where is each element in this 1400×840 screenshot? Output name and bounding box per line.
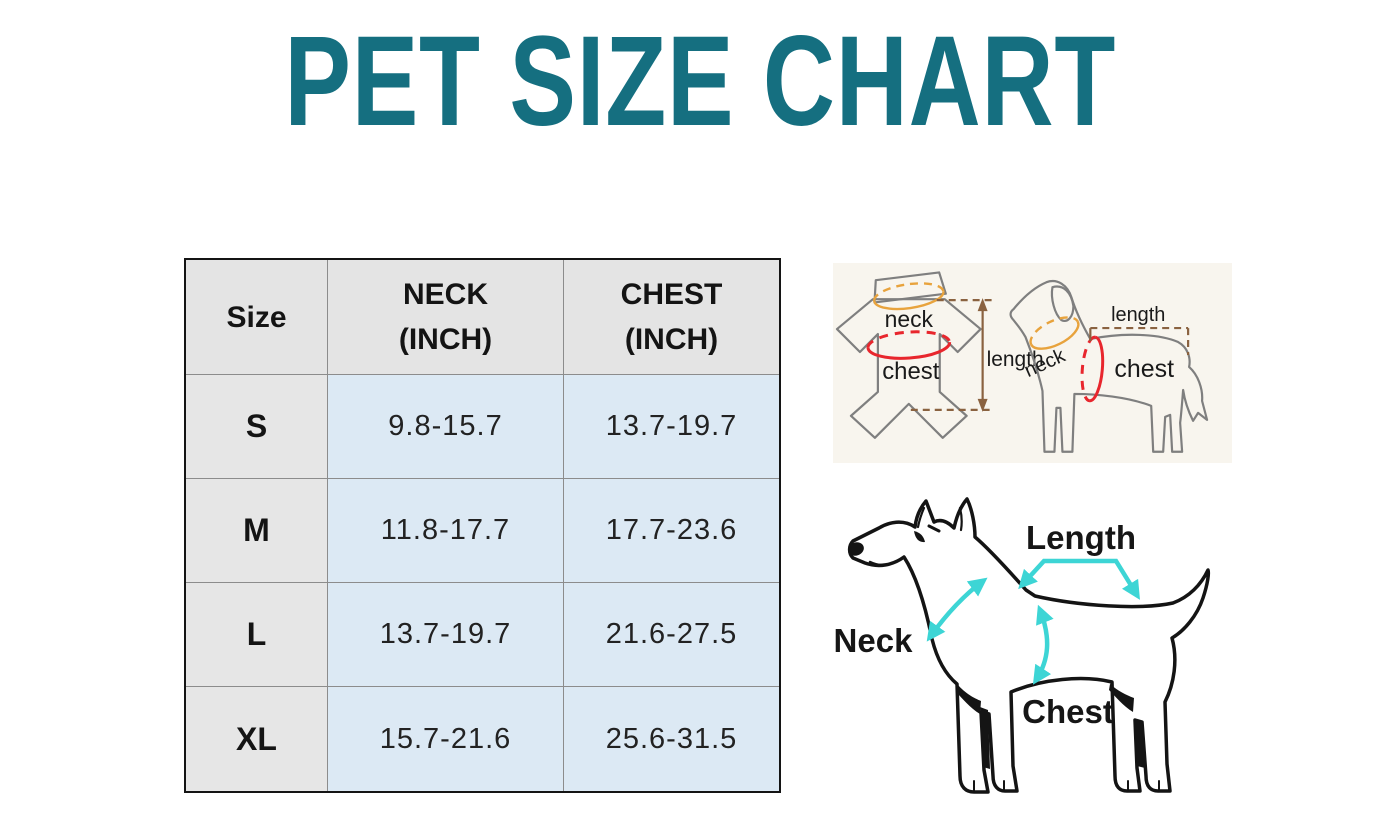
garment-length-indicator: length bbox=[910, 298, 1044, 412]
chest-ellipse-dashed-top bbox=[866, 330, 952, 349]
side-chest-solid-right bbox=[1089, 335, 1105, 403]
row-s-chest: 13.7-19.7 bbox=[564, 375, 779, 479]
front-dog-length-label: Length bbox=[1026, 519, 1136, 556]
length-arrow-down bbox=[977, 398, 988, 412]
header-neck-sub: (INCH) bbox=[398, 323, 493, 356]
page-title-wrap: PET SIZE CHART bbox=[0, 18, 1400, 146]
header-chest-sub: (INCH) bbox=[624, 323, 719, 356]
row-xl-neck: 15.7-21.6 bbox=[328, 687, 564, 791]
dog-brow-mark bbox=[927, 524, 941, 533]
garment-collar bbox=[873, 271, 947, 304]
dog-eye bbox=[914, 531, 925, 543]
neck-ellipse-dashed-top bbox=[873, 282, 945, 302]
size-table: Size NECK (INCH) CHEST (INCH) S 9.8-15.7… bbox=[184, 258, 781, 793]
row-m-chest: 17.7-23.6 bbox=[564, 479, 779, 583]
chest-measure-arrow bbox=[1032, 604, 1054, 685]
dog-ear-inner-right bbox=[958, 506, 963, 532]
side-chest-dashed-left bbox=[1080, 335, 1096, 403]
side-neck-solid-bottom bbox=[1030, 321, 1080, 350]
neck-measure-arrow bbox=[926, 577, 988, 642]
garment-length-label: length bbox=[987, 348, 1044, 371]
dog-ear-inner-left bbox=[916, 506, 926, 529]
side-neck-dashed-top bbox=[1029, 316, 1079, 345]
garment-neck-ellipse bbox=[873, 282, 945, 311]
header-neck-title: NECK bbox=[402, 278, 488, 311]
hip-shading bbox=[1109, 684, 1134, 712]
measuring-diagram-box: neck chest length bbox=[833, 263, 1232, 463]
length-measure-arrow bbox=[1018, 558, 1140, 600]
dog-side-chest-label: chest bbox=[1114, 355, 1174, 383]
header-size: Size bbox=[186, 260, 328, 375]
row-l-size: L bbox=[186, 583, 328, 687]
hind-leg-shading bbox=[1134, 722, 1145, 768]
row-m-size: M bbox=[186, 479, 328, 583]
front-dog-chest-label: Chest bbox=[1022, 693, 1114, 730]
header-size-title: Size bbox=[226, 300, 287, 334]
dog-mouth-line bbox=[868, 560, 894, 567]
header-chest: CHEST (INCH) bbox=[564, 260, 779, 375]
front-dog-neck-label: Neck bbox=[834, 622, 914, 659]
dog-nose bbox=[848, 542, 864, 556]
paw-toe-lines bbox=[973, 780, 1160, 792]
row-s-size: S bbox=[186, 375, 328, 479]
row-s-neck: 9.8-15.7 bbox=[328, 375, 564, 479]
dog-measure-svg: Length Neck Chest bbox=[834, 497, 1211, 794]
header-chest-title: CHEST bbox=[620, 278, 723, 311]
garment-neck-label: neck bbox=[885, 306, 934, 332]
row-l-chest: 21.6-27.5 bbox=[564, 583, 779, 687]
dog-side-diagram: neck chest length bbox=[1009, 280, 1209, 453]
row-xl-size: XL bbox=[186, 687, 328, 791]
dog-side-ear bbox=[1050, 285, 1075, 322]
row-xl-chest: 25.6-31.5 bbox=[564, 687, 779, 791]
page-title: PET SIZE CHART bbox=[284, 10, 1116, 153]
front-leg-shading bbox=[980, 707, 990, 769]
measuring-diagram-svg: neck chest length bbox=[835, 271, 1209, 453]
dog-side-neck-ellipse bbox=[1029, 316, 1080, 350]
dog-measure-illustration: Length Neck Chest bbox=[820, 482, 1270, 812]
dog-side-outline bbox=[1009, 280, 1209, 453]
garment-chest-ellipse bbox=[866, 330, 952, 360]
header-neck: NECK (INCH) bbox=[328, 260, 564, 375]
garment-chest-label: chest bbox=[882, 358, 940, 385]
dog-side-length-label: length bbox=[1111, 304, 1165, 326]
elbow-shading bbox=[956, 684, 981, 714]
length-arrow-up bbox=[977, 298, 988, 312]
neck-ellipse-solid-bottom bbox=[873, 291, 945, 311]
row-m-neck: 11.8-17.7 bbox=[328, 479, 564, 583]
row-l-neck: 13.7-19.7 bbox=[328, 583, 564, 687]
chest-ellipse-solid-bottom bbox=[866, 342, 952, 360]
dog-side-chest-ellipse bbox=[1080, 335, 1105, 403]
garment-diagram: neck chest length bbox=[835, 271, 1044, 439]
dog-side-length-indicator: length bbox=[1089, 304, 1190, 356]
